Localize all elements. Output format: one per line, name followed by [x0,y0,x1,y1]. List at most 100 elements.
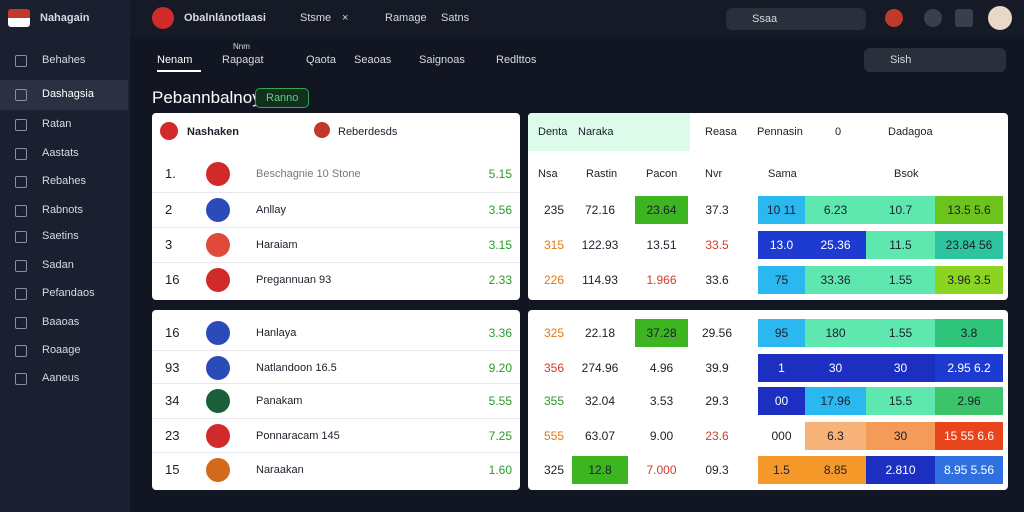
data-cell: 1.966 [646,273,677,287]
data-cell: 9.00 [649,429,674,443]
data-cell: 15.5 [866,387,935,415]
logo [314,122,330,138]
sidebar-active-bg [0,80,128,110]
score: 3.36 [488,326,512,340]
data-cell: 3.8 [935,319,1003,347]
settings-icon[interactable] [955,9,973,27]
data-cell: 23.6 [705,429,729,443]
data-cell: 37.3 [705,203,729,217]
right-header: Dadagoa [888,126,933,138]
row-divider [152,192,520,193]
brand-logo [8,9,30,27]
column-header: Nsa [538,168,558,180]
data-cell: 555 [543,429,565,443]
data-cell: 2.96 [935,387,1003,415]
team-logo [206,268,230,292]
data-cell: 325 [543,326,565,340]
sidebar [0,0,130,512]
column-header: Nvr [705,168,723,180]
column-header: Pacon [646,168,678,180]
score: 3.56 [488,203,512,217]
sidebar-item[interactable]: Rabnots [42,204,83,216]
subnav-item[interactable]: Qaota [306,54,336,66]
data-cell: 33.6 [705,273,729,287]
data-cell: 00 [758,387,805,415]
subnav-note: Nnm [233,42,250,51]
sidebar-item[interactable]: Pefandaos [42,287,95,299]
data-cell: 355 [543,394,565,408]
data-cell: 09.3 [705,463,729,477]
data-cell: 15 55 6.6 [935,422,1003,450]
team-logo [206,198,230,222]
subnav-item[interactable]: Rapagat [222,54,264,66]
rank: 3 [165,237,173,252]
sidebar-item[interactable]: Aaneus [42,372,80,384]
sidebar-item[interactable]: Saetins [42,230,79,242]
sub-search-text[interactable]: Sish [890,54,912,66]
team-logo [206,389,230,413]
rank: 2 [165,202,173,217]
subnav-item[interactable]: Redlttos [496,54,537,66]
score: 3.15 [488,238,512,252]
sidebar-item[interactable]: Roaage [42,344,81,356]
data-cell: 8.85 [805,456,866,484]
right-header-highlight [528,113,690,151]
sidebar-item[interactable]: Dashagsia [42,88,94,100]
help-icon[interactable] [924,9,942,27]
app-name: Obalnlánotlaasi [184,12,266,24]
data-cell: 6.3 [805,422,866,450]
right-header: Reasa [705,126,737,138]
avatar[interactable] [988,6,1012,30]
sidebar-item[interactable]: Baaoas [42,316,80,328]
data-cell: 33.5 [705,238,729,252]
data-cell: 63.07 [584,429,616,443]
search-text[interactable]: Ssaa [752,13,778,25]
sidebar-item[interactable]: Aastats [42,147,79,159]
team-name: Pregannuan 93 [256,274,332,286]
data-cell: 11.5 [866,231,935,259]
sidebar-icon [15,260,27,272]
header-tab[interactable]: Stsme [300,12,332,24]
right-header: Pennasin [757,126,803,138]
data-cell: 315 [543,238,565,252]
sidebar-icon [15,373,27,385]
sidebar-item[interactable]: Sadan [42,259,74,271]
header-tab[interactable]: × [342,12,349,24]
search-box[interactable] [726,8,866,30]
sidebar-item[interactable]: Ratan [42,118,72,130]
header-tab[interactable]: Ramage [385,12,427,24]
rank: 16 [165,325,180,340]
sub-search-box[interactable] [864,48,1006,72]
data-cell: 13.5 5.6 [935,196,1003,224]
data-cell: 2.95 6.2 [935,354,1003,382]
rank: 34 [165,393,180,408]
header-tab[interactable]: Satns [441,12,470,24]
sidebar-item[interactable]: Behahes [42,54,86,66]
team-name: Naraakan [256,464,304,476]
subnav-underline [157,70,201,72]
data-cell: 8.95 5.56 [935,456,1003,484]
data-cell: 000 [771,429,792,443]
rank: 15 [165,462,180,477]
subnav-item[interactable]: Nenam [157,54,193,66]
sidebar-item[interactable]: Rebahes [42,175,87,187]
sidebar-icon [15,205,27,217]
data-cell: 7.000 [646,463,677,477]
data-cell: 325 [543,463,565,477]
sidebar-icon [15,55,27,67]
score: 5.55 [488,394,512,408]
subnav-item[interactable]: Seaoas [354,54,392,66]
sidebar-icon [15,288,27,300]
notification-icon[interactable] [885,9,903,27]
column-header: Sama [768,168,797,180]
score: 9.20 [488,361,512,375]
row-divider [152,350,520,351]
status-badge: Ranno [255,88,310,108]
data-cell: 122.93 [581,238,619,252]
row-divider [152,418,520,419]
team-logo [206,458,230,482]
data-cell: 32.04 [584,394,616,408]
subnav-item[interactable]: Saignoas [419,54,465,66]
right-header: Denta [538,126,568,138]
